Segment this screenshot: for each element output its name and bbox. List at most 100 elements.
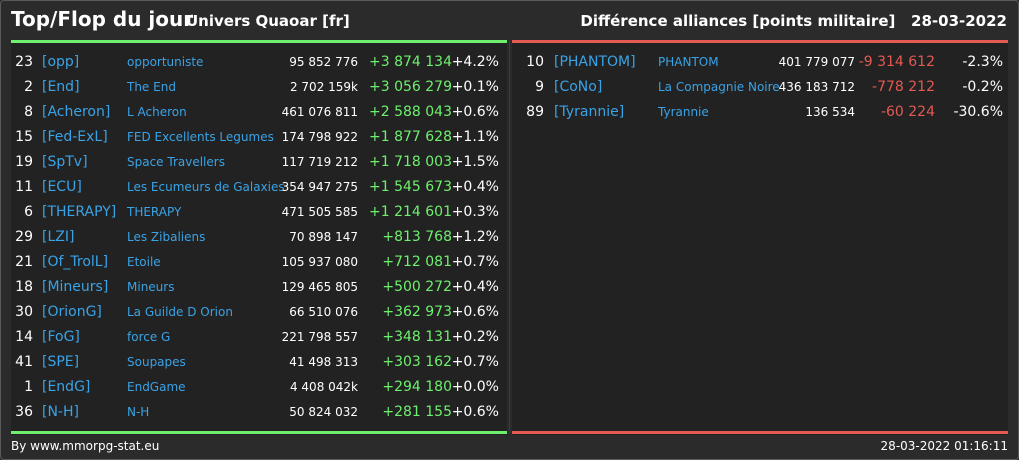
alliance-tag-link[interactable]: [CoNo] — [554, 79, 603, 95]
page-title: Top/Flop du jour — [11, 7, 194, 31]
alliance-tag-link[interactable]: [Tyrannie] — [554, 104, 625, 120]
alliance-name-link[interactable]: The End — [127, 80, 176, 94]
ranking-heading: Différence alliances [points militaire] … — [580, 12, 1007, 30]
alliance-percent: +0.1% — [451, 79, 499, 95]
alliance-row: 2 [End] The End 2 702 159k +3 056 279 +0.1% — [11, 75, 507, 100]
alliance-name-link[interactable]: PHANTOM — [658, 55, 719, 69]
alliance-tag-link[interactable]: [N-H] — [42, 404, 79, 420]
alliance-percent: +0.4% — [451, 279, 499, 295]
alliance-percent: +0.6% — [451, 404, 499, 420]
alliance-name-link[interactable]: Space Travellers — [127, 155, 225, 169]
alliance-row: 36 [N-H] N-H 50 824 032 +281 155 +0.6% — [11, 400, 507, 425]
alliance-diff: +294 180 — [382, 379, 452, 395]
alliance-rank: 8 — [24, 104, 33, 120]
alliance-name-link[interactable]: La Guilde D Orion — [127, 305, 233, 319]
alliance-diff: +500 272 — [382, 279, 452, 295]
alliance-name-link[interactable]: Soupapes — [127, 355, 186, 369]
alliance-tag-link[interactable]: [Acheron] — [42, 104, 111, 120]
alliance-percent: +0.4% — [451, 179, 499, 195]
alliance-row: 9 [CoNo] La Compagnie Noire 436 183 712 -778… — [512, 75, 1008, 100]
alliance-name-link[interactable]: Les Ecumeurs de Galaxies — [127, 180, 285, 194]
alliance-tag-link[interactable]: [THERAPY] — [42, 204, 117, 220]
alliance-diff: +813 768 — [382, 229, 452, 245]
alliance-rank: 41 — [15, 354, 33, 370]
alliance-diff: +1 545 673 — [369, 179, 452, 195]
alliance-tag-link[interactable]: [Fed-ExL] — [42, 129, 108, 145]
alliance-percent: +1.5% — [451, 154, 499, 170]
alliance-diff: +303 162 — [382, 354, 452, 370]
alliance-row: 30 [OrionG] La Guilde D Orion 66 510 076 +36… — [11, 300, 507, 325]
alliance-percent: +0.6% — [451, 104, 499, 120]
alliance-percent: +0.7% — [451, 254, 499, 270]
alliance-diff: +1 718 003 — [369, 154, 452, 170]
alliance-name-link[interactable]: Les Zibaliens — [127, 230, 206, 244]
alliance-row: 10 [PHANTOM] PHANTOM 401 779 077 -9 314 612 -… — [512, 50, 1008, 75]
alliance-rank: 18 — [15, 279, 33, 295]
alliance-tag-link[interactable]: [Of_TrolL] — [42, 254, 109, 270]
alliance-rank: 30 — [15, 304, 33, 320]
alliance-percent: -30.6% — [953, 104, 1003, 120]
alliance-name-link[interactable]: Tyrannie — [658, 105, 709, 119]
alliance-tag-link[interactable]: [End] — [42, 79, 80, 95]
alliance-percent: -2.3% — [962, 54, 1003, 70]
universe-subtitle: Univers Quaoar [fr] — [186, 12, 350, 30]
top-panel-bottom-bar — [11, 431, 507, 434]
alliance-points: 70 898 147 — [289, 230, 358, 244]
alliance-points: 461 076 811 — [281, 105, 358, 119]
flop-panel-bottom-bar — [512, 431, 1008, 434]
alliance-name-link[interactable]: Etoile — [127, 255, 161, 269]
alliance-rank: 21 — [15, 254, 33, 270]
alliance-points: 41 498 313 — [289, 355, 358, 369]
alliance-points: 2 702 159k — [289, 80, 358, 94]
alliance-name-link[interactable]: EndGame — [127, 380, 186, 394]
alliance-diff: +3 874 134 — [369, 54, 452, 70]
alliance-row: 14 [FoG] force G 221 798 557 +348 131 +0.2% — [11, 325, 507, 350]
alliance-rank: 89 — [526, 104, 544, 120]
alliance-tag-link[interactable]: [EndG] — [42, 379, 91, 395]
alliance-name-link[interactable]: FED Excellents Legumes — [127, 130, 274, 144]
alliance-name-link[interactable]: THERAPY — [127, 205, 182, 219]
alliance-row: 18 [Mineurs] Mineurs 129 465 805 +500 272 +0.… — [11, 275, 507, 300]
alliance-tag-link[interactable]: [SpTv] — [42, 154, 88, 170]
alliance-rank: 14 — [15, 329, 33, 345]
alliance-points: 129 465 805 — [281, 280, 358, 294]
alliance-percent: -0.2% — [962, 79, 1003, 95]
alliance-tag-link[interactable]: [OrionG] — [42, 304, 102, 320]
alliance-points: 105 937 080 — [281, 255, 358, 269]
alliance-name-link[interactable]: force G — [127, 330, 171, 344]
alliance-percent: +0.3% — [451, 204, 499, 220]
alliance-rank: 11 — [15, 179, 33, 195]
alliance-name-link[interactable]: L Acheron — [127, 105, 187, 119]
alliance-percent: +4.2% — [451, 54, 499, 70]
alliance-tag-link[interactable]: [opp] — [42, 54, 80, 70]
alliance-tag-link[interactable]: [ECU] — [42, 179, 82, 195]
alliance-row: 41 [SPE] Soupapes 41 498 313 +303 162 +0.7% — [11, 350, 507, 375]
alliance-points: 4 408 042k — [289, 380, 358, 394]
alliance-row: 19 [SpTv] Space Travellers 117 719 212 +1 71… — [11, 150, 507, 175]
alliance-points: 136 534 — [805, 105, 855, 119]
alliance-tag-link[interactable]: [Mineurs] — [42, 279, 109, 295]
alliance-tag-link[interactable]: [FoG] — [42, 329, 80, 345]
alliance-rank: 1 — [24, 379, 33, 395]
alliance-percent: +1.1% — [451, 129, 499, 145]
alliance-row: 21 [Of_TrolL] Etoile 105 937 080 +712 081 +0.… — [11, 250, 507, 275]
alliance-points: 117 719 212 — [281, 155, 358, 169]
alliance-name-link[interactable]: N-H — [127, 405, 150, 419]
alliance-diff: +1 214 601 — [369, 204, 452, 220]
alliance-name-link[interactable]: La Compagnie Noire — [658, 80, 780, 94]
alliance-rank: 10 — [526, 54, 544, 70]
alliance-points: 50 824 032 — [289, 405, 358, 419]
alliance-tag-link[interactable]: [LZI] — [42, 229, 75, 245]
alliance-tag-link[interactable]: [SPE] — [42, 354, 80, 370]
alliance-name-link[interactable]: opportuniste — [127, 55, 204, 69]
alliance-points: 221 798 557 — [281, 330, 358, 344]
alliance-points: 471 505 585 — [281, 205, 358, 219]
alliance-points: 436 183 712 — [778, 80, 855, 94]
alliance-percent: +1.2% — [451, 229, 499, 245]
alliance-row: 23 [opp] opportuniste 95 852 776 +3 874 134 +… — [11, 50, 507, 75]
alliance-diff: +362 973 — [382, 304, 452, 320]
alliance-row: 6 [THERAPY] THERAPY 471 505 585 +1 214 601 +0… — [11, 200, 507, 225]
alliance-tag-link[interactable]: [PHANTOM] — [554, 54, 636, 70]
alliance-name-link[interactable]: Mineurs — [127, 280, 175, 294]
footer-source: By www.mmorpg-stat.eu — [11, 439, 160, 453]
